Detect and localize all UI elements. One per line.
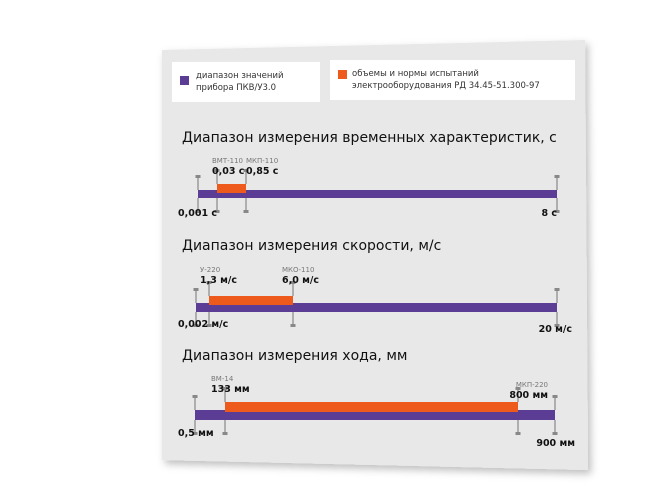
norm-bar [209,296,293,305]
pin-head [214,210,220,213]
panel-title: Диапазон измерения временных характерист… [182,130,557,146]
legend-swatch [180,76,189,85]
pin-head [554,210,560,213]
min-value: 0,001 с [178,208,217,219]
pin-head [290,281,296,284]
pin-head [554,324,560,327]
pin-head [552,432,558,435]
max-value: 900 мм [536,438,575,449]
device-label: МКП-110 [246,157,278,165]
norm-bar [225,402,518,412]
pin-head [515,387,521,390]
pin-head [290,324,296,327]
pin-head [222,432,228,435]
panel-title: Диапазон измерения хода, мм [182,348,407,364]
min-value: 0,5 мм [178,428,214,439]
device-label: ВМТ-110 [212,157,243,165]
max-value: 20 м/с [539,324,572,335]
legend-label: диапазон значений [196,71,284,81]
pin-head [193,288,199,291]
panel-title: Диапазон измерения скорости, м/с [182,238,441,254]
pin-head [243,169,249,172]
norm-bar [217,184,246,193]
pin-head [206,324,212,327]
pin-head [206,281,212,284]
pin-head [193,324,199,327]
pin-head [243,210,249,213]
pin-head [552,395,558,398]
sub-value: 133 мм [211,384,250,395]
pin-head [554,288,560,291]
device-label: МКО-110 [282,266,314,274]
legend-box [172,62,320,102]
device-label: ВМ-14 [211,375,234,383]
pin-head [192,432,198,435]
range-bar [198,190,557,198]
range-bar [196,303,557,312]
legend-swatch [338,70,347,79]
legend-box [330,60,575,100]
sub-value: 1,3 м/с [200,275,237,286]
pin-head [195,210,201,213]
pin-head [192,395,198,398]
pin-head [222,387,228,390]
range-bar [195,410,555,420]
sub-value: 0,03 с [212,166,244,177]
max-value: 8 с [541,208,557,219]
sub-value: 0,85 с [246,166,278,177]
sub-value: 6,0 м/с [282,275,319,286]
pin-head [214,169,220,172]
card [162,40,588,470]
device-label: МКП-220 [516,381,548,389]
min-value: 0,002 м/с [178,319,228,330]
pin-head [515,432,521,435]
pin-head [195,175,201,178]
legend-label: объемы и нормы испытаний [352,69,479,79]
pin-head [554,175,560,178]
sub-value: 800 мм [509,390,548,401]
legend-label: прибора ПКВ/У3.0 [196,83,276,93]
device-label: У-220 [200,266,220,274]
legend-label: электрооборудования РД 34.45-51.300-97 [352,81,540,91]
